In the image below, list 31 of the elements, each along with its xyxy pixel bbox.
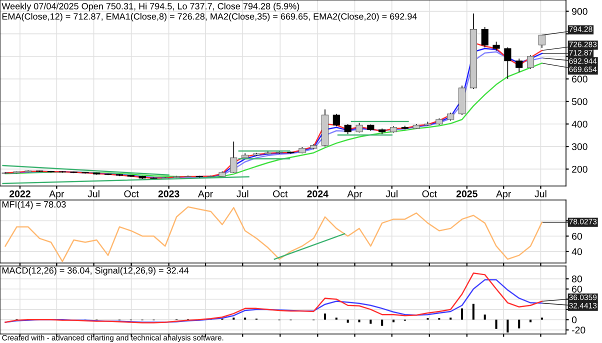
x-tick-label: Jul	[386, 190, 398, 198]
x-tick-label: Jul	[534, 190, 546, 198]
y-tick-label: 80	[572, 276, 582, 282]
y-tick-label: 600	[572, 76, 588, 83]
y-tick-label: 60	[572, 286, 582, 293]
y-tick-label: 40	[572, 248, 582, 256]
x-tick-label: Oct	[273, 190, 288, 198]
x-tick-label: 2024	[307, 190, 328, 198]
x-tick-label: 2022	[10, 190, 30, 198]
y-tick-label: 500	[572, 98, 588, 106]
chart-title: MACD(12,26) = 36.04, Signal(12,26,9) = 32.44	[2, 267, 189, 276]
y-tick-label: 900	[572, 8, 588, 15]
y-tick-label: -20	[572, 326, 586, 334]
x-tick-label: Apr	[49, 190, 64, 200]
y-tick-label: 400	[572, 120, 588, 128]
x-tick-label: Jul	[88, 190, 100, 198]
y-tick-label: 300	[572, 143, 588, 150]
text: EMA(Close,12) = 712.87, EMA1(Close,8) = 726.28, MA2(Close,35) = 669.65, EMA2(Close,20) = 692.94	[2, 13, 417, 22]
x-tick-label: Jul	[236, 190, 248, 198]
x-tick-label: 2023	[158, 190, 180, 198]
x-tick-label: Oct	[124, 190, 139, 198]
chart-title: MFI(14) = 78.03	[2, 200, 66, 210]
x-tick-label: Apr	[198, 190, 213, 200]
y-tick-label: 0	[572, 316, 577, 324]
x-tick-label: Apr	[347, 190, 362, 200]
x-tick-label: 2025	[456, 190, 478, 198]
x-tick-label: Oct	[422, 190, 437, 198]
x-tick-label: Apr	[496, 190, 512, 200]
y-tick-label: 60	[572, 232, 582, 240]
y-tick-label: 200	[572, 166, 588, 173]
chart-title: Weekly 07/04/2025 Open 750.31, Hi 794.5, Lo 737.7, Close 794.28 (5.9%)	[2, 2, 300, 12]
